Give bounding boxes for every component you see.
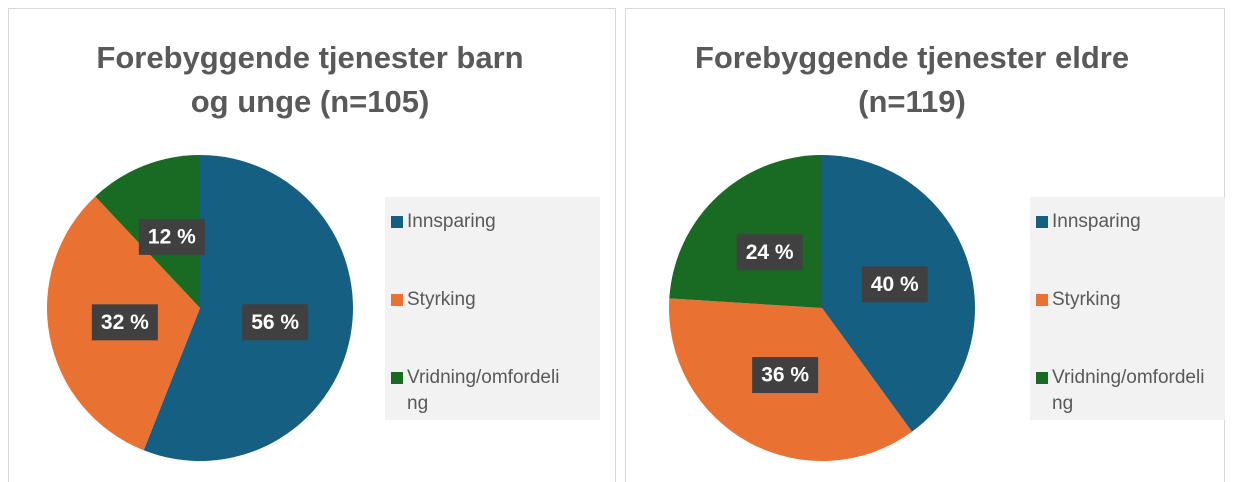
data-label-box	[752, 357, 819, 394]
data-label-box	[861, 266, 928, 303]
legend-item: Vridning/omfordeling	[1030, 365, 1225, 417]
data-label: 40 %	[871, 273, 919, 296]
legend-label: Styrking	[1052, 289, 1121, 310]
data-label-box	[138, 218, 205, 255]
legend-label: Innsparing	[407, 211, 496, 232]
data-label-box	[242, 304, 309, 341]
data-label: 24 %	[746, 241, 794, 264]
legend-label: Vridning/omfordeling	[407, 367, 560, 414]
legend-label: Innsparing	[1052, 211, 1141, 232]
legend-label: Vridning/omfordeling	[1052, 367, 1205, 414]
legend-item: Innsparing	[385, 209, 600, 235]
legend-swatch	[1036, 372, 1048, 384]
legend-swatch	[391, 216, 403, 228]
data-label: 32 %	[101, 311, 149, 334]
legend: Innsparing Styrking Vridning/omfordeling	[1030, 197, 1225, 420]
data-label-box	[91, 304, 158, 341]
legend-swatch	[1036, 216, 1048, 228]
legend-item: Vridning/omfordeling	[385, 365, 600, 417]
legend: Innsparing Styrking Vridning/omfordeling	[385, 197, 600, 420]
chart-title: Forebyggende tjenester barn og unge (n=1…	[96, 40, 524, 119]
legend-swatch	[391, 294, 403, 306]
data-label: 36 %	[761, 364, 809, 387]
legend-item: Innsparing	[1030, 209, 1225, 235]
data-label-box	[736, 234, 803, 271]
data-label: 12 %	[148, 225, 196, 248]
data-label: 56 %	[251, 311, 299, 334]
pie-slice	[669, 155, 822, 308]
legend-swatch	[1036, 294, 1048, 306]
legend-item: Styrking	[385, 287, 600, 313]
legend-label: Styrking	[407, 289, 476, 310]
legend-swatch	[391, 372, 403, 384]
legend-item: Styrking	[1030, 287, 1225, 313]
chart-title: Forebyggende tjenester eldre (n=119)	[694, 40, 1130, 119]
